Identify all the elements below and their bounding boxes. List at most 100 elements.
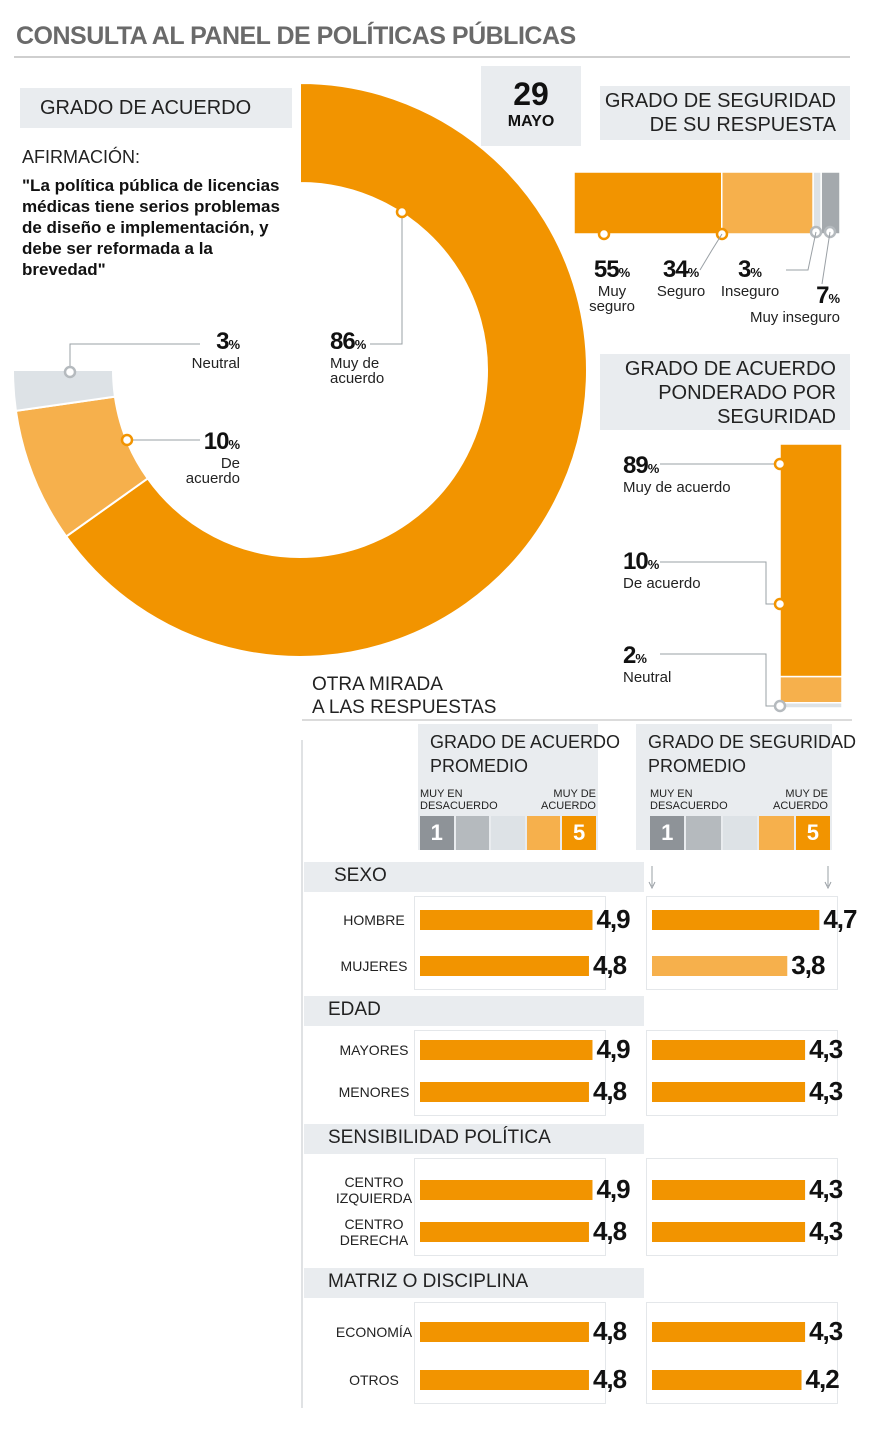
group-band-edad bbox=[304, 996, 644, 1026]
agree-scale-2 bbox=[455, 816, 490, 850]
secure-scale-4 bbox=[759, 816, 794, 850]
group-label-edad: EDAD bbox=[328, 999, 381, 1020]
row-label-line1: CENTRO bbox=[344, 1216, 404, 1232]
agree-bar-edad-1 bbox=[420, 1082, 589, 1102]
agree-value-sensibilidad-pol-tica-0: 4,9 bbox=[596, 1174, 630, 1204]
weighted-title-line1: GRADO DE ACUERDO bbox=[624, 358, 836, 380]
donut-pct-neutral: 3% bbox=[216, 328, 240, 355]
sec-leader-seguro bbox=[699, 233, 723, 271]
agree-panel-sexo bbox=[414, 896, 606, 990]
agree-bar-sensibilidad-pol-tica-1 bbox=[420, 1222, 589, 1242]
group-label-matriz-o-disciplina: MATRIZ O DISCIPLINA bbox=[328, 1271, 529, 1292]
group-band-matriz-o-disciplina bbox=[304, 1268, 644, 1298]
donut-name-muy-acuerdo: Muy de acuerdo bbox=[330, 355, 385, 387]
w-dot-neutral bbox=[773, 699, 787, 713]
secure-panel-sexo bbox=[646, 896, 838, 990]
row-label-edad-0: MAYORES bbox=[324, 1042, 424, 1058]
sec-name-seguro: Seguro bbox=[656, 283, 706, 300]
w-name-muy-acuerdo: Muy de acuerdo bbox=[623, 479, 731, 496]
avg-secure-title-1: GRADO DE SEGURIDAD bbox=[648, 732, 857, 752]
agree-scale-3 bbox=[491, 816, 525, 850]
agree-panel-edad bbox=[414, 1030, 606, 1116]
avg-secure-high-1: MUY DE bbox=[785, 788, 828, 800]
row-label-line1: MAYORES bbox=[339, 1042, 409, 1058]
weighted-title-line2: PONDERADO POR bbox=[658, 382, 836, 404]
secure-panel-sensibilidad-pol-tica bbox=[646, 1158, 838, 1256]
agree-scale: 1 5 bbox=[420, 816, 596, 850]
sec-label-muy-seguro: 55% Muy seguro bbox=[582, 256, 642, 314]
dot-neutral bbox=[63, 365, 77, 379]
secure-value-matriz-o-disciplina-1: 4,2 bbox=[805, 1364, 840, 1394]
w-leader-neutral bbox=[660, 653, 780, 707]
w-bar-de-acuerdo bbox=[779, 675, 843, 704]
secure-value-edad-1: 4,3 bbox=[809, 1076, 843, 1106]
avg-agree-low-2: DESACUERDO bbox=[420, 800, 498, 812]
agree-value-matriz-o-disciplina-0: 4,8 bbox=[592, 1316, 627, 1346]
agree-bar-edad-0 bbox=[420, 1040, 593, 1060]
secure-bar-sexo-0 bbox=[652, 910, 820, 930]
secure-value-edad-0: 4,3 bbox=[809, 1034, 843, 1064]
w-pct-de-acuerdo: 10% bbox=[623, 548, 660, 575]
row-label-line1: ECONOMÍA bbox=[335, 1324, 413, 1340]
sec-pct-seguro: 34% bbox=[662, 256, 700, 283]
secure-bar-edad-1 bbox=[652, 1082, 806, 1102]
other-view-line1: OTRA MIRADA bbox=[312, 674, 443, 695]
secure-scale-3 bbox=[722, 816, 758, 850]
leader-muy-acuerdo bbox=[370, 212, 403, 345]
page-title: CONSULTA AL PANEL DE POLÍTICAS PÚBLICAS bbox=[16, 22, 576, 50]
agree-bar-sensibilidad-pol-tica-0 bbox=[420, 1180, 593, 1200]
agree-scale-5: 5 bbox=[562, 816, 596, 850]
dot-de-acuerdo bbox=[120, 433, 134, 447]
statement-label: AFIRMACIÓN: bbox=[22, 147, 141, 167]
agree-value-edad-1: 4,8 bbox=[592, 1076, 627, 1106]
other-view-line2: A LAS RESPUESTAS bbox=[312, 697, 497, 718]
secure-bar-edad-0 bbox=[652, 1040, 806, 1060]
group-label-sensibilidad-pol-tica: SENSIBILIDAD POLÍTICA bbox=[328, 1127, 551, 1148]
secure-bar-sensibilidad-pol-tica-1 bbox=[652, 1222, 806, 1242]
agree-value-sexo-0: 4,9 bbox=[596, 904, 630, 934]
secure-value-sexo-1: 3,8 bbox=[791, 950, 825, 980]
row-label-line1: OTROS bbox=[349, 1372, 399, 1388]
secure-value-sensibilidad-pol-tica-0: 4,3 bbox=[809, 1174, 843, 1204]
agree-panel-sensibilidad-pol-tica bbox=[414, 1158, 606, 1256]
avg-secure-title-2: PROMEDIO bbox=[648, 756, 747, 776]
sec-pct-inseguro: 3% bbox=[738, 256, 762, 283]
w-pct-neutral: 2% bbox=[623, 642, 647, 669]
secure-bar-matriz-o-disciplina-1 bbox=[652, 1370, 802, 1390]
row-label-sexo-1: MUJERES bbox=[324, 958, 424, 974]
w-dot-muy-acuerdo bbox=[773, 457, 787, 471]
security-title-line1: GRADO DE SEGURIDAD bbox=[604, 90, 836, 112]
secure-bar-matriz-o-disciplina-0 bbox=[652, 1322, 806, 1342]
donut-name-de-acuerdo: De acuerdo bbox=[185, 455, 240, 487]
sec-bar-inseguro bbox=[812, 171, 822, 235]
sec-bar-seguro bbox=[721, 171, 814, 235]
secure-scale-5: 5 bbox=[795, 816, 831, 850]
avg-secure-high-2: ACUERDO bbox=[772, 800, 828, 812]
sec-name-muy-seguro-2: seguro bbox=[589, 298, 635, 315]
row-label-matriz-o-disciplina-0: ECONOMÍA bbox=[324, 1324, 424, 1340]
sec-pct-muy-inseguro: 7% bbox=[816, 282, 840, 309]
secure-scale: 1 5 bbox=[650, 816, 831, 850]
donut-pct-muy-acuerdo: 86% bbox=[330, 328, 367, 355]
secure-panel-edad bbox=[646, 1030, 838, 1116]
secure-value-sexo-0: 4,7 bbox=[823, 904, 857, 934]
w-label-neutral: 2% Neutral bbox=[623, 642, 671, 685]
agree-bar-matriz-o-disciplina-0 bbox=[420, 1322, 589, 1342]
agree-bar-sexo-1 bbox=[420, 956, 589, 976]
agree-bar-sexo-0 bbox=[420, 910, 593, 930]
sec-leader-muy-inseguro bbox=[821, 231, 831, 285]
donut-name-neutral: Neutral bbox=[191, 355, 240, 372]
avg-agree-low-1: MUY EN bbox=[420, 788, 463, 800]
row-label-line1: CENTRO bbox=[344, 1174, 404, 1190]
dot-muy-acuerdo bbox=[395, 205, 409, 219]
weighted-title-line3: SEGURIDAD bbox=[717, 406, 836, 428]
donut-pct-de-acuerdo: 10% bbox=[203, 428, 240, 455]
agreement-title: GRADO DE ACUERDO bbox=[40, 97, 252, 119]
sec-label-inseguro: 3% Inseguro bbox=[716, 256, 784, 299]
date-box: 29 MAYO bbox=[481, 66, 581, 146]
row-label-line1: MENORES bbox=[338, 1084, 410, 1100]
sec-name-muy-seguro-1: Muy bbox=[597, 283, 627, 300]
row-label-line2: IZQUIERDA bbox=[335, 1190, 413, 1206]
secure-bar-sensibilidad-pol-tica-0 bbox=[652, 1180, 806, 1200]
row-label-line1: MUJERES bbox=[340, 958, 408, 974]
